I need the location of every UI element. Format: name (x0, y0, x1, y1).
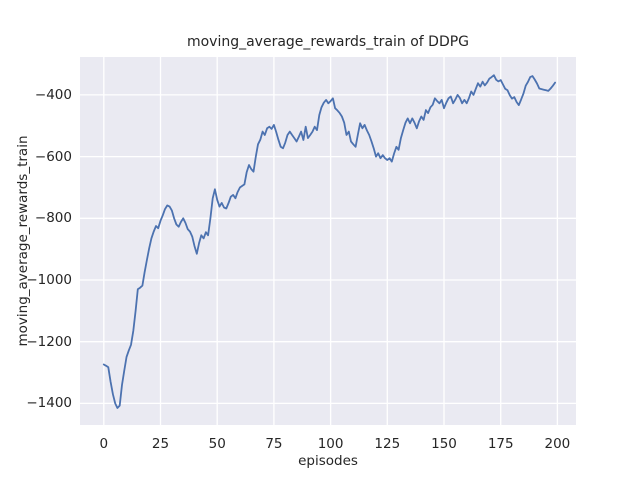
y-tick-label: −1200 (26, 333, 72, 350)
x-tick-label: 25 (151, 436, 170, 452)
y-tick-label: −1000 (26, 272, 72, 289)
x-tick-label: 200 (544, 436, 571, 452)
x-tick-label: 0 (99, 436, 109, 452)
x-tick-label: 75 (265, 436, 283, 452)
series-line-path (102, 74, 556, 409)
x-tick-label: 100 (317, 436, 344, 452)
x-tick-label: 125 (374, 436, 401, 452)
y-tick-label: −600 (34, 148, 72, 165)
y-tick-label: −800 (34, 210, 72, 227)
x-tick-label: 150 (431, 436, 457, 452)
y-axis-label: moving_average_rewards_train (15, 135, 31, 347)
x-tick-label: 175 (487, 436, 514, 452)
y-tick-label: −400 (34, 86, 72, 103)
x-tick-label: 50 (208, 436, 226, 452)
y-tick-label: −1400 (26, 395, 72, 412)
chart-svg (80, 57, 576, 425)
x-axis-label: episodes (298, 453, 358, 469)
plot-area (80, 57, 576, 425)
chart-title: moving_average_rewards_train of DDPG (186, 34, 470, 50)
